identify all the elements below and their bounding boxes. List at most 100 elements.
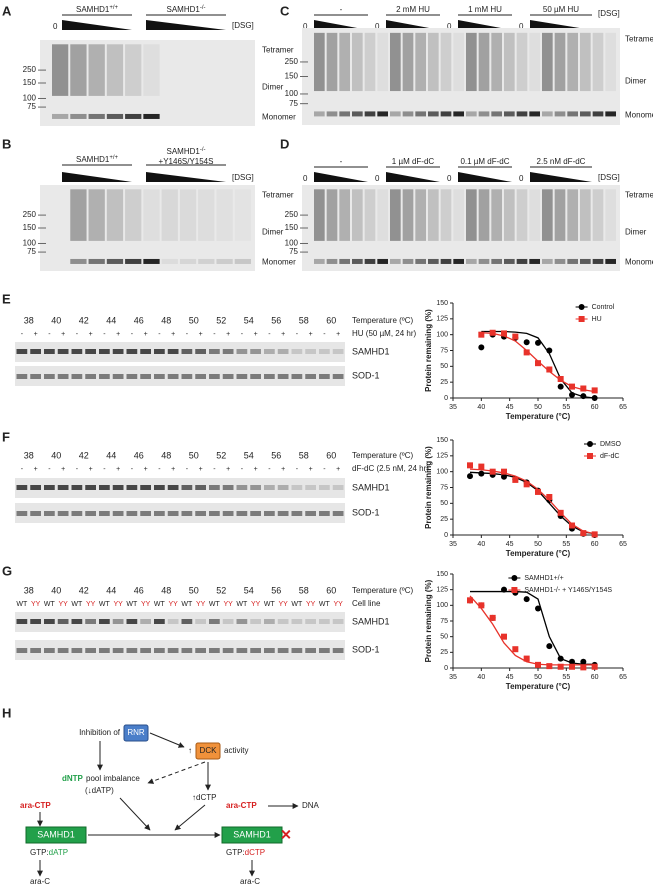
y-tick-label: 25 bbox=[440, 516, 448, 523]
protein-label: SOD-1 bbox=[352, 644, 380, 654]
condition-label: + bbox=[116, 331, 120, 338]
dsg-wedge bbox=[386, 20, 440, 30]
temp-label: 44 bbox=[106, 315, 116, 325]
protein-label: SAMHD1 bbox=[352, 616, 390, 626]
blot-smear bbox=[88, 44, 105, 96]
blot-band bbox=[112, 374, 124, 379]
x-tick-label: 40 bbox=[477, 541, 485, 548]
data-point bbox=[512, 646, 519, 653]
y-tick-label: 0 bbox=[444, 532, 448, 539]
data-point bbox=[580, 530, 587, 537]
blot-band bbox=[70, 258, 87, 264]
x-tick-label: 35 bbox=[449, 404, 457, 411]
blot-band bbox=[16, 374, 28, 379]
samhd1-box bbox=[25, 826, 87, 844]
blot-band bbox=[314, 258, 325, 264]
blot-smear bbox=[106, 44, 124, 96]
y-tick-label: 100 bbox=[436, 469, 448, 476]
condition-label: WT bbox=[264, 601, 276, 608]
dsg-label: [DSG] bbox=[598, 173, 620, 182]
zero-label: 0 bbox=[375, 174, 380, 183]
blot-band bbox=[542, 111, 553, 117]
group-label: SAMHD1 bbox=[166, 5, 200, 14]
group-label: SAMHD1+/+ bbox=[76, 155, 119, 165]
data-point bbox=[467, 473, 473, 480]
blot-band bbox=[112, 619, 124, 624]
temp-label: 56 bbox=[271, 450, 281, 460]
condition-label: YY bbox=[31, 601, 41, 608]
data-point bbox=[569, 658, 575, 665]
group-label: - bbox=[340, 5, 343, 14]
blot-band bbox=[57, 374, 69, 379]
blot-band bbox=[326, 258, 338, 264]
x-tick-label: 55 bbox=[562, 674, 570, 681]
data-point bbox=[501, 633, 507, 640]
blot-band bbox=[30, 349, 41, 354]
blot-band bbox=[542, 258, 553, 264]
blot-band bbox=[44, 349, 55, 354]
blot-band bbox=[529, 111, 540, 117]
blot-band bbox=[567, 258, 578, 264]
protein-label: SAMHD1 bbox=[352, 482, 390, 492]
x-tick-label: 50 bbox=[534, 541, 542, 548]
blot-band bbox=[16, 648, 28, 653]
x-tick-label: 55 bbox=[562, 404, 570, 411]
mw-marker: 250 bbox=[23, 210, 37, 219]
blot-band bbox=[339, 258, 350, 264]
data-point bbox=[546, 366, 553, 373]
condition-label: - bbox=[48, 466, 51, 473]
data-point bbox=[580, 385, 587, 392]
blot-band bbox=[181, 511, 193, 516]
condition-label: YY bbox=[278, 601, 288, 608]
blot-band bbox=[491, 258, 502, 264]
blot-band bbox=[291, 619, 303, 624]
blot-band bbox=[453, 258, 464, 264]
blot-band bbox=[305, 511, 316, 516]
condition-label: - bbox=[323, 466, 326, 473]
row-label: Cell line bbox=[352, 599, 381, 608]
blot-band bbox=[126, 511, 138, 516]
blot-band bbox=[516, 111, 528, 117]
blot-smear bbox=[364, 189, 376, 241]
blot-smear bbox=[592, 189, 604, 241]
blot-band bbox=[44, 648, 55, 653]
temp-label: 46 bbox=[134, 585, 144, 595]
node-text: ↑dCTP bbox=[192, 793, 216, 802]
blot-band bbox=[326, 111, 338, 117]
condition-label: + bbox=[254, 331, 258, 338]
node-text: SAMHD1 bbox=[37, 829, 75, 839]
blot-smear bbox=[504, 189, 515, 241]
condition-label: WT bbox=[16, 601, 28, 608]
cross: ✕ bbox=[280, 827, 292, 843]
zero-label: 0 bbox=[303, 22, 308, 31]
group-label: SAMHD1-/- bbox=[166, 147, 205, 157]
blot-band bbox=[209, 349, 220, 354]
blot-band bbox=[181, 619, 193, 624]
condition-label: + bbox=[61, 331, 65, 338]
blot-band bbox=[209, 619, 220, 624]
blot-band bbox=[352, 258, 363, 264]
blot-band bbox=[250, 485, 261, 490]
blot-band bbox=[88, 113, 105, 119]
blot-band bbox=[332, 374, 344, 379]
condition-label: + bbox=[199, 331, 203, 338]
blot-band bbox=[264, 374, 275, 379]
node-text: Inhibition of bbox=[79, 728, 121, 737]
blot-band bbox=[529, 258, 540, 264]
blot-band bbox=[236, 349, 248, 354]
y-tick-label: 100 bbox=[436, 602, 448, 609]
temp-label: 58 bbox=[299, 450, 309, 460]
blot-smear bbox=[161, 189, 178, 241]
y-axis-label: Protein remaining (%) bbox=[424, 309, 433, 392]
condition-label: WT bbox=[154, 601, 166, 608]
blot-smear bbox=[352, 32, 363, 92]
mw-marker: 150 bbox=[285, 72, 299, 81]
x-tick-label: 60 bbox=[591, 674, 599, 681]
blot-strip bbox=[15, 342, 345, 362]
blot-band bbox=[319, 349, 330, 354]
blot-band bbox=[332, 485, 344, 490]
data-point bbox=[569, 522, 575, 529]
mw-marker: 100 bbox=[23, 94, 37, 103]
blot-smear bbox=[70, 44, 87, 96]
data-point bbox=[535, 360, 541, 367]
